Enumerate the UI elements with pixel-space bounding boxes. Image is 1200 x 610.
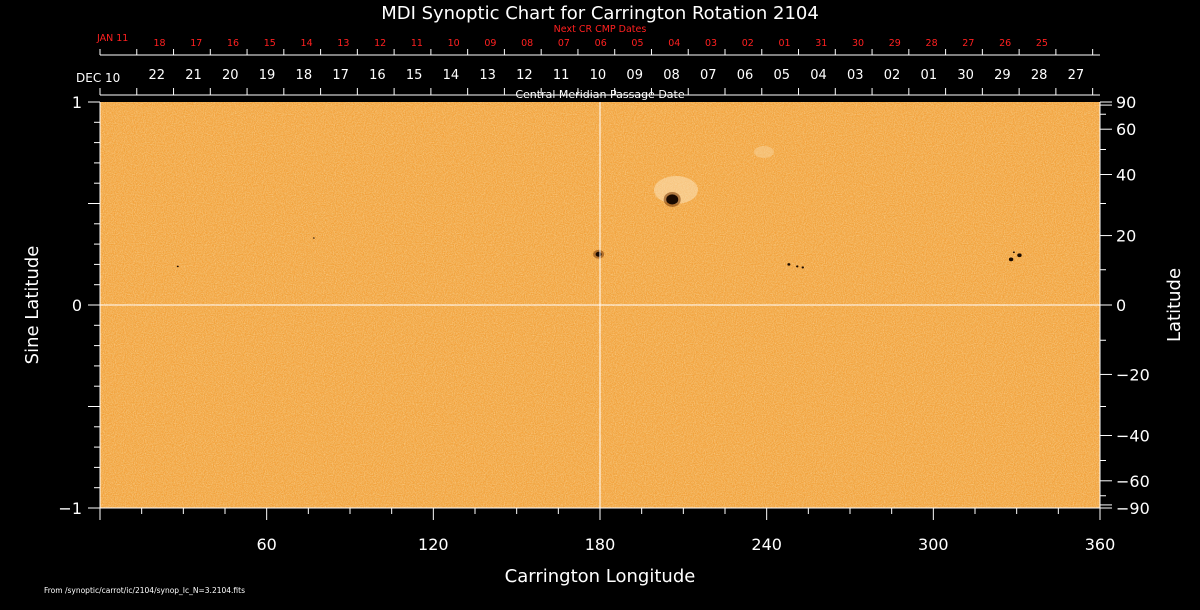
- cmp-date-label: 19: [259, 68, 276, 83]
- cmp-date-label: 30: [957, 68, 974, 83]
- cmp-date-label: 04: [810, 68, 827, 83]
- sunspot: [666, 194, 679, 205]
- cmp-date-label: 09: [626, 68, 643, 83]
- cmp-date-label: 27: [1068, 68, 1085, 83]
- next-cr-date-label: 14: [301, 38, 313, 49]
- cmp-date-label: 20: [222, 68, 239, 83]
- sunspot: [1012, 251, 1015, 254]
- next-cr-date-label: 18: [153, 38, 165, 49]
- next-cr-date-label: 16: [227, 38, 239, 49]
- next-cr-date-label: 04: [668, 38, 680, 49]
- next-cr-date-label: 11: [411, 38, 423, 49]
- next-cr-date-label: 27: [962, 38, 974, 49]
- next-cr-date-label: 08: [521, 38, 533, 49]
- next-cr-date-label: 13: [337, 38, 349, 49]
- cmp-date-label: 05: [773, 68, 790, 83]
- cmp-date-label: 06: [737, 68, 754, 83]
- axes: 60 120 180 240 300 360 1 0 −1 90 60 40 20 0 −20 −40 −60 −…: [58, 93, 1149, 554]
- cmp-date-label: 07: [700, 68, 717, 83]
- y-axis-label-right: Latitude: [1164, 268, 1185, 342]
- date-axes: 18 17 16 15 14 13 12 11 10 09 08 07 06 05 04 03 02 01 31 30…: [99, 38, 1100, 96]
- y-tick-label-right: 60: [1116, 120, 1136, 139]
- y-tick-label-left: 1: [72, 93, 82, 112]
- sunspot: [313, 237, 315, 239]
- cmp-date-label: 22: [148, 68, 165, 83]
- next-cr-date-label: 29: [889, 38, 901, 49]
- y-tick-label-right: 90: [1116, 93, 1136, 112]
- cmp-date-label: 01: [921, 68, 938, 83]
- y-tick-label-left: 0: [72, 296, 82, 315]
- x-tick-label: 60: [256, 535, 276, 554]
- cmp-date-label: 13: [479, 68, 496, 83]
- next-cr-date-label: 02: [742, 38, 754, 49]
- sunspot: [796, 265, 799, 268]
- x-tick-label: 360: [1085, 535, 1116, 554]
- sunspot: [801, 266, 804, 269]
- cmp-date-label: 12: [516, 68, 533, 83]
- y-tick-label-left: −1: [58, 499, 82, 518]
- cmp-label: Central Meridian Passage Date: [515, 88, 684, 101]
- cmp-date-label: 11: [553, 68, 570, 83]
- next-cr-date-label: 01: [778, 38, 790, 49]
- next-cr-date-label: 10: [448, 38, 460, 49]
- cmp-date-label: 18: [296, 68, 313, 83]
- next-cr-date-label: 05: [631, 38, 643, 49]
- dec-start-label: DEC 10: [76, 71, 120, 85]
- cmp-date-label: 10: [590, 68, 607, 83]
- next-cr-date-label: 30: [852, 38, 864, 49]
- cmp-date-label: 03: [847, 68, 864, 83]
- cmp-date-label: 17: [332, 68, 349, 83]
- x-axis-label: Carrington Longitude: [505, 566, 696, 587]
- next-cr-label: Next CR CMP Dates: [554, 24, 647, 35]
- cmp-date-label: 14: [443, 68, 460, 83]
- cmp-date-label: 29: [994, 68, 1011, 83]
- chart-title: MDI Synoptic Chart for Carrington Rotati…: [381, 3, 819, 24]
- next-cr-date-label: 15: [264, 38, 276, 49]
- next-cr-date-label: 31: [815, 38, 827, 49]
- plage-patch: [754, 146, 774, 158]
- x-tick-label: 180: [585, 535, 616, 554]
- sunspot: [1017, 253, 1022, 258]
- y-tick-label-right: −20: [1116, 365, 1150, 384]
- next-cr-date-label: 25: [1036, 38, 1048, 49]
- jan-start-label: JAN 11: [96, 33, 128, 44]
- cmp-date-label: 02: [884, 68, 901, 83]
- x-tick-label: 300: [918, 535, 949, 554]
- cmp-date-label: 28: [1031, 68, 1048, 83]
- next-cr-date-label: 28: [926, 38, 938, 49]
- next-cr-date-label: 26: [999, 38, 1011, 49]
- next-cr-date-label: 12: [374, 38, 386, 49]
- y-tick-label-right: −40: [1116, 426, 1150, 445]
- next-cr-date-label: 09: [484, 38, 496, 49]
- next-cr-date-label: 03: [705, 38, 717, 49]
- crosshair: [100, 102, 1100, 508]
- cmp-date-label: 08: [663, 68, 680, 83]
- sunspot: [787, 263, 791, 266]
- y-tick-label-right: 0: [1116, 296, 1126, 315]
- next-cr-date-label: 17: [190, 38, 202, 49]
- sunspot: [595, 251, 602, 257]
- x-tick-label: 120: [418, 535, 449, 554]
- cmp-date-label: 21: [185, 68, 202, 83]
- cmp-date-label: 15: [406, 68, 423, 83]
- sunspot: [1008, 257, 1014, 262]
- sunspot: [176, 265, 179, 268]
- footer-path: From /synoptic/carrot/ic/2104/synop_Ic_N…: [44, 586, 245, 595]
- next-cr-date-label: 06: [595, 38, 607, 49]
- x-tick-label: 240: [751, 535, 782, 554]
- cmp-date-label: 16: [369, 68, 386, 83]
- y-tick-label-right: −90: [1116, 499, 1150, 518]
- y-axis-label-left: Sine Latitude: [22, 246, 43, 365]
- y-tick-label-right: 40: [1116, 166, 1136, 185]
- y-tick-label-right: −60: [1116, 472, 1150, 491]
- next-cr-date-label: 07: [558, 38, 570, 49]
- y-tick-label-right: 20: [1116, 227, 1136, 246]
